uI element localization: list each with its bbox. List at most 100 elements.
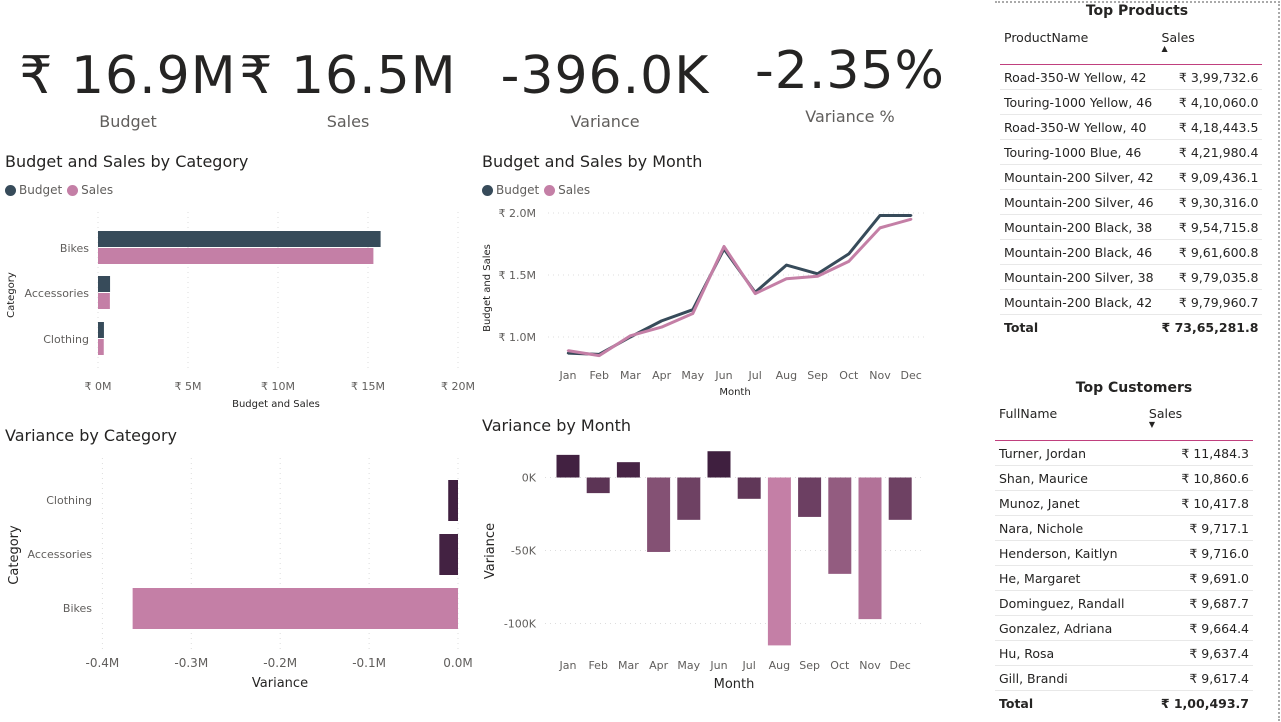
chart-title-variance-category: Variance by Category (5, 426, 177, 445)
category-label: Clothing (43, 333, 89, 346)
budget-legend-dot-icon (482, 184, 493, 196)
budget-point (847, 252, 850, 256)
column-header-sales[interactable]: Sales ▲ (1157, 26, 1263, 65)
table-row[interactable]: Shan, Maurice ₹ 10,860.6 (995, 465, 1253, 491)
x-tick-label: -0.1M (352, 656, 386, 670)
chart-title-variance-month: Variance by Month (482, 416, 632, 435)
variance-bar (828, 477, 852, 574)
table-row[interactable]: Road-350-W Yellow, 40 ₹ 4,18,443.5 (1000, 114, 1263, 140)
x-axis-title: Variance (252, 676, 308, 691)
table-row[interactable]: Touring-1000 Yellow, 46 ₹ 4,10,060.0 (1000, 89, 1263, 115)
table-row[interactable]: He, Margaret ₹ 9,691.0 (995, 565, 1253, 591)
legend-budget: Budget (496, 183, 540, 197)
sales-point (691, 312, 694, 315)
sales-cell: ₹ 10,417.8 (1144, 490, 1253, 516)
budget-point (660, 319, 663, 323)
variance-bar (439, 534, 458, 575)
sales-cell: ₹ 4,18,443.5 (1157, 114, 1263, 140)
sales-point (878, 226, 882, 230)
sales-point (910, 218, 913, 221)
sales-cell: ₹ 9,79,035.8 (1157, 264, 1263, 290)
table-row[interactable]: Gill, Brandi ₹ 9,617.4 (995, 665, 1253, 691)
name-cell: Gonzalez, Adriana (995, 615, 1145, 641)
table-row[interactable]: Mountain-200 Silver, 42 ₹ 9,09,436.1 (1000, 164, 1263, 190)
kpi-budget-value: ₹ 16.9M (19, 46, 237, 106)
x-tick-label: May (681, 369, 704, 382)
table-row[interactable]: Mountain-200 Black, 38 ₹ 9,54,715.8 (1000, 214, 1263, 240)
x-tick-label: Jul (748, 369, 762, 382)
name-cell: Road-350-W Yellow, 42 (1000, 64, 1158, 90)
sales-cell: ₹ 9,637.4 (1144, 640, 1253, 666)
total-row: Total ₹ 73,65,281.8 (1000, 314, 1263, 340)
table-row[interactable]: Turner, Jordan ₹ 11,484.3 (995, 440, 1253, 466)
sales-point (722, 245, 726, 248)
sales-bar (98, 248, 374, 264)
sales-cell: ₹ 9,717.1 (1144, 515, 1253, 541)
variance-bar (677, 477, 701, 520)
variance-bar (448, 480, 458, 521)
category-label: Accessories (25, 287, 90, 300)
x-tick-label: -0.4M (86, 656, 120, 670)
table-row[interactable]: Mountain-200 Black, 42 ₹ 9,79,960.7 (1000, 289, 1263, 315)
y-axis-title: Category (7, 525, 22, 585)
y-axis-title: Variance (483, 523, 498, 579)
table-row[interactable]: Nara, Nichole ₹ 9,717.1 (995, 515, 1253, 541)
column-header-fullname[interactable]: FullName (995, 402, 1145, 441)
y-tick-label: -100K (504, 618, 537, 631)
total-value: ₹ 73,65,281.8 (1157, 314, 1263, 340)
x-tick-label: -0.3M (174, 656, 208, 670)
table-row[interactable]: Munoz, Janet ₹ 10,417.8 (995, 490, 1253, 516)
x-tick-label: Apr (649, 659, 669, 672)
x-tick-label: Nov (859, 659, 881, 672)
table-row[interactable]: Henderson, Kaitlyn ₹ 9,716.0 (995, 540, 1253, 566)
budget-legend-dot-icon (5, 184, 16, 196)
x-tick-label: Feb (589, 369, 608, 382)
y-tick-label: 0K (522, 472, 537, 485)
name-cell: Gill, Brandi (995, 665, 1145, 691)
table-row[interactable]: Mountain-200 Silver, 38 ₹ 9,79,035.8 (1000, 264, 1263, 290)
top-products-table: ProductName Sales ▲ Road-350-W Yellow, 42… (1000, 26, 1263, 340)
sales-point (785, 277, 788, 280)
column-header-sales[interactable]: Sales ▼ (1144, 402, 1253, 441)
sort-ascending-icon: ▲ (1161, 44, 1168, 53)
legend-category: Budget Sales (5, 183, 113, 197)
sales-cell: ₹ 9,716.0 (1144, 540, 1253, 566)
x-tick-label: Dec (890, 659, 911, 672)
sales-legend-dot-icon (67, 184, 79, 196)
budget-point (566, 351, 570, 355)
name-cell: Touring-1000 Yellow, 46 (1000, 89, 1158, 115)
table-row[interactable]: Hu, Rosa ₹ 9,637.4 (995, 640, 1253, 666)
table-row[interactable]: Road-350-W Yellow, 42 ₹ 3,99,732.6 (1000, 64, 1263, 90)
kpi-variance-value: -396.0K (500, 46, 710, 106)
table-row[interactable]: Touring-1000 Blue, 46 ₹ 4,21,980.4 (1000, 139, 1263, 165)
chart-title-month: Budget and Sales by Month (482, 152, 703, 171)
sales-point (816, 275, 819, 278)
name-cell: Shan, Maurice (995, 465, 1145, 491)
total-row: Total ₹ 1,00,493.7 (995, 690, 1253, 716)
table-row[interactable]: Dominguez, Randall ₹ 9,687.7 (995, 590, 1253, 616)
budget-point (910, 214, 913, 217)
variance-bar (888, 477, 912, 520)
budget-bar (98, 322, 104, 338)
name-cell: Hu, Rosa (995, 640, 1145, 666)
sales-cell: ₹ 9,691.0 (1144, 565, 1253, 591)
legend-budget: Budget (19, 183, 63, 197)
x-tick-label: ₹ 20M (441, 380, 475, 393)
x-tick-label: Mar (620, 369, 641, 382)
table-row[interactable]: Mountain-200 Black, 46 ₹ 9,61,600.8 (1000, 239, 1263, 265)
table-row[interactable]: Mountain-200 Silver, 46 ₹ 9,30,316.0 (1000, 189, 1263, 215)
y-tick-label: ₹ 1.5M (499, 269, 536, 282)
x-tick-label: Nov (869, 369, 891, 382)
y-tick-label: ₹ 1.0M (499, 331, 536, 344)
budget-point (785, 263, 788, 267)
sales-cell: ₹ 9,79,960.7 (1157, 289, 1263, 315)
sales-point (566, 349, 570, 352)
y-tick-label: -50K (511, 545, 537, 558)
table-row[interactable]: Gonzalez, Adriana ₹ 9,664.4 (995, 615, 1253, 641)
sales-bar (98, 293, 110, 309)
sales-cell: ₹ 9,54,715.8 (1157, 214, 1263, 240)
kpi-sales-label: Sales (326, 112, 370, 131)
column-header-productname[interactable]: ProductName (1000, 26, 1158, 65)
sales-line (567, 217, 912, 358)
